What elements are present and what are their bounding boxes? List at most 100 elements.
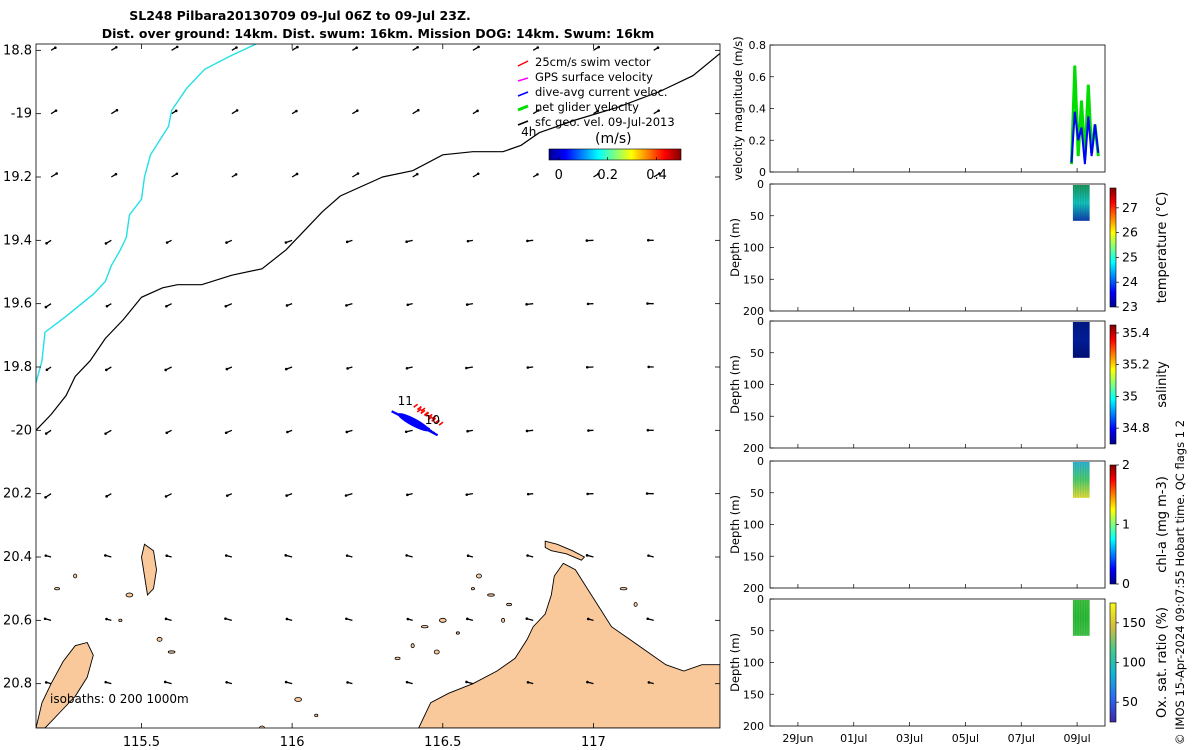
- time-tick-label: 29Jun: [782, 732, 813, 745]
- depth-ytick-label: 200: [743, 442, 764, 455]
- footer-credit: © IMOS 15-Apr-2024 09:07:55 Hobart time.…: [1173, 420, 1187, 745]
- islet: [126, 593, 133, 597]
- islet: [315, 714, 318, 716]
- velocity-ytick-label: 0.6: [749, 71, 767, 84]
- map-ytick-label: 20.4: [3, 550, 32, 565]
- colorbar-tick-label: 0: [1122, 576, 1130, 591]
- depth-ytick-label: 150: [743, 410, 764, 423]
- depth-ylabel: Depth (m): [728, 218, 742, 277]
- map-colorbar-tick: 0: [555, 168, 563, 183]
- legend-item-net: net glider velocity: [518, 100, 639, 114]
- oxygen-panel-colorbar-label: Ox. sat. ratio (%): [1155, 607, 1170, 718]
- time-tick-label: 01Jul: [840, 732, 867, 745]
- depth-ytick-label: 100: [743, 657, 764, 670]
- temperature-panel-colorbar: [1110, 188, 1116, 307]
- depth-ylabel: Depth (m): [728, 633, 742, 692]
- colorbar-tick-label: 50: [1122, 694, 1138, 709]
- islet: [434, 650, 439, 654]
- islet: [411, 644, 414, 648]
- chla-panel-plot: 050100150200Depth (m)012chl-a (mg m-3): [728, 455, 1170, 595]
- annotation-11: 11: [398, 394, 413, 408]
- colorbar-tick-label: 100: [1122, 655, 1146, 670]
- legend-item-gps: GPS surface velocity: [518, 70, 653, 84]
- islet: [119, 619, 122, 621]
- legend-label-gps: GPS surface velocity: [535, 70, 653, 84]
- legend-item-swim: 25cm/s swim vector: [518, 55, 651, 69]
- salinity-panel-colorbar-label: salinity: [1155, 361, 1170, 408]
- colorbar-tick-label: 150: [1122, 615, 1146, 630]
- salinity-panel-colorbar: [1110, 325, 1116, 444]
- depth-ytick-label: 150: [743, 273, 764, 286]
- temperature-panel-plot: 050100150200Depth (m)2324252627 temperatu…: [728, 178, 1170, 318]
- colorbar-tick-label: 26: [1122, 225, 1138, 240]
- map-xtick-label: 117: [581, 735, 606, 750]
- time-tick-label: 07Jul: [1008, 732, 1035, 745]
- depth-ytick-label: 100: [743, 379, 764, 392]
- colorbar-tick-label: 2: [1122, 457, 1130, 472]
- colorbar-tick-label: 35: [1122, 388, 1138, 403]
- depth-ytick-label: 100: [743, 519, 764, 532]
- depth-ytick-label: 0: [757, 455, 764, 468]
- chla-panel-colorbar-label: chl-a (mg m-3): [1155, 476, 1170, 573]
- legend-label-swim: 25cm/s swim vector: [535, 55, 651, 69]
- depth-ytick-label: 0: [757, 315, 764, 328]
- colorbar-tick-label: 27: [1122, 200, 1138, 215]
- map-ytick-label: -20: [11, 423, 32, 438]
- map-ytick-label: 19.8: [3, 360, 32, 375]
- depth-ytick-label: 200: [743, 720, 764, 733]
- velocity-ytick-label: 0.2: [749, 134, 767, 147]
- time-tick-label: 09Jul: [1063, 732, 1090, 745]
- islet: [157, 637, 162, 641]
- map-xtick-label: 116.5: [424, 735, 461, 750]
- isobaths-label: isobaths: 0 200 1000m: [50, 692, 189, 706]
- map-ytick-label: 20.8: [3, 677, 32, 692]
- islet: [488, 594, 495, 596]
- colorbar-tick-label: 1: [1122, 517, 1130, 532]
- temperature-panel-colorbar-label: temperature (°C): [1155, 192, 1170, 304]
- legend-item-dive: dive-avg current veloc.: [518, 85, 668, 99]
- colorbar-tick-label: 35.2: [1122, 357, 1150, 372]
- islet: [476, 574, 481, 578]
- islet: [421, 625, 428, 627]
- map-colorbar-tick: 0.4: [646, 168, 667, 183]
- map-title-line2: Dist. over ground: 14km. Dist. swum: 16k…: [102, 26, 655, 41]
- colorbar-tick-label: 25: [1122, 249, 1138, 264]
- colorbar-tick-label: 23: [1122, 299, 1138, 314]
- velocity-ytick-label: 0.4: [749, 103, 767, 116]
- map-ytick-label: 18.8: [3, 43, 32, 58]
- right-panels: 00.20.40.60.8velocity magnitude (m/s)050…: [728, 36, 1170, 745]
- annotation-10: 10: [425, 413, 440, 427]
- map-panel: 115.5 116 116.5 11718.8-1919.219.419.619.8-…: [3, 43, 720, 750]
- colorbar-tick-label: 35.4: [1122, 325, 1150, 340]
- chla-panel-colorbar: [1110, 465, 1116, 584]
- legend-label-net: net glider velocity: [535, 100, 639, 114]
- depth-ylabel: Depth (m): [728, 495, 742, 554]
- depth-ytick-label: 0: [757, 593, 764, 606]
- map-colorbar-gradient: [549, 149, 681, 160]
- legend-label-dive: dive-avg current veloc.: [535, 85, 668, 99]
- islet: [395, 657, 400, 659]
- depth-ytick-label: 50: [750, 625, 764, 638]
- map-ytick-label: 20.2: [3, 487, 32, 502]
- velocity-ytick-label: 0.8: [749, 39, 767, 52]
- oxygen-panel-plot: 050100150200Depth (m)50100150 Ox. sat. ra…: [728, 593, 1170, 733]
- legend-item-geo: sfc geo. vel. 09-Jul-2013: [518, 115, 675, 129]
- islet: [507, 603, 512, 605]
- oxygen-panel-colorbar: [1110, 603, 1116, 722]
- islet: [456, 632, 459, 634]
- islet: [295, 698, 302, 702]
- map-xtick-label: 115.5: [123, 735, 160, 750]
- islet: [634, 603, 637, 607]
- time-tick-label: 03Jul: [896, 732, 923, 745]
- map-title-line1: SL248 Pilbara20130709 09-Jul 06Z to 09-J…: [129, 8, 471, 23]
- map-colorbar-label: (m/s): [595, 131, 632, 147]
- map-ytick-label: -19: [11, 107, 32, 122]
- map-xtick-label: 116: [280, 735, 305, 750]
- colorbar-tick-label: 24: [1122, 274, 1138, 289]
- velocity-magnitude-plot: 00.20.40.60.8velocity magnitude (m/s): [731, 36, 1105, 181]
- depth-ytick-label: 50: [750, 487, 764, 500]
- depth-ytick-label: 50: [750, 210, 764, 223]
- islet: [168, 651, 175, 653]
- depth-ytick-label: 100: [743, 242, 764, 255]
- map-ytick-label: 19.6: [3, 297, 32, 312]
